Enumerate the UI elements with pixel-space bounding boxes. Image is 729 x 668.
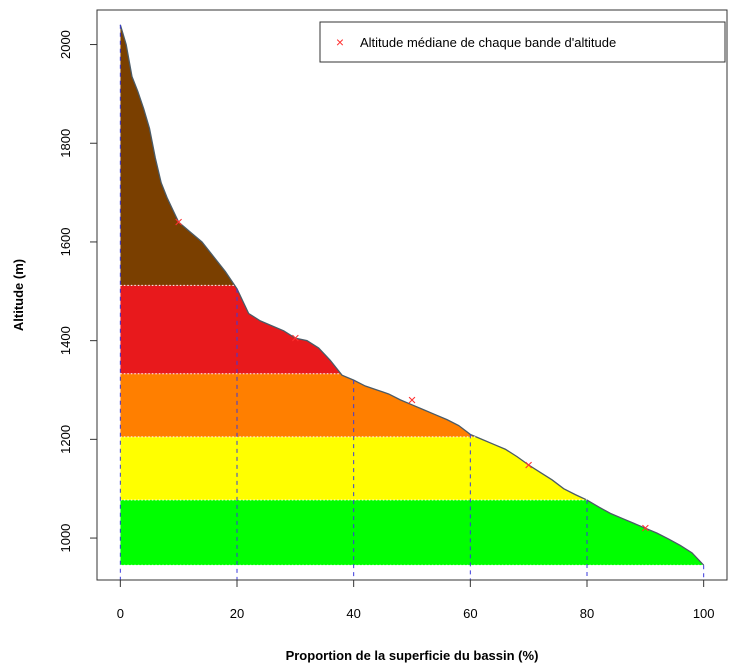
legend-marker: ×	[336, 34, 344, 50]
y-tick-label-1: 1000	[58, 524, 73, 553]
hypsometric-curve	[119, 24, 705, 566]
y-axis: 1000 1200 1400 1600 1800 2000	[58, 30, 98, 553]
x-tick-label-6: 100	[693, 606, 715, 621]
y-tick-label-5: 1800	[58, 129, 73, 158]
y-tick-label-6: 2000	[58, 30, 73, 59]
y-tick-label-4: 1600	[58, 227, 73, 256]
median-markers: × × × × ×	[174, 214, 649, 537]
x-tick-label-3: 40	[346, 606, 360, 621]
y-axis-label: Altitude (m)	[11, 259, 26, 331]
median-marker-3: ×	[408, 392, 417, 409]
median-marker-1: ×	[174, 214, 183, 231]
x-tick-label-4: 60	[463, 606, 477, 621]
x-axis-label: Proportion de la superficie du bassin (%…	[286, 648, 539, 663]
altitude-band-5	[120, 24, 704, 286]
x-tick-label-5: 80	[580, 606, 594, 621]
x-tick-label-1: 0	[117, 606, 124, 621]
median-marker-4: ×	[524, 457, 533, 474]
median-marker-5: ×	[641, 520, 650, 537]
altitude-band-1	[120, 500, 704, 566]
y-tick-label-3: 1400	[58, 326, 73, 355]
y-tick-label-2: 1200	[58, 425, 73, 454]
x-tick-label-2: 20	[230, 606, 244, 621]
x-axis: 0 20 40 60 80 100	[117, 579, 715, 621]
hypsometric-curve-line	[119, 24, 705, 566]
altitude-bands	[120, 24, 704, 566]
legend-box	[319, 21, 726, 63]
legend: × Altitude médiane de chaque bande d'alt…	[319, 21, 726, 63]
altitude-band-4	[120, 285, 704, 374]
median-marker-2: ×	[291, 330, 300, 347]
altitude-band-2	[120, 436, 704, 501]
band-guide-lines	[119, 24, 705, 580]
legend-label: Altitude médiane de chaque bande d'altit…	[360, 35, 616, 50]
